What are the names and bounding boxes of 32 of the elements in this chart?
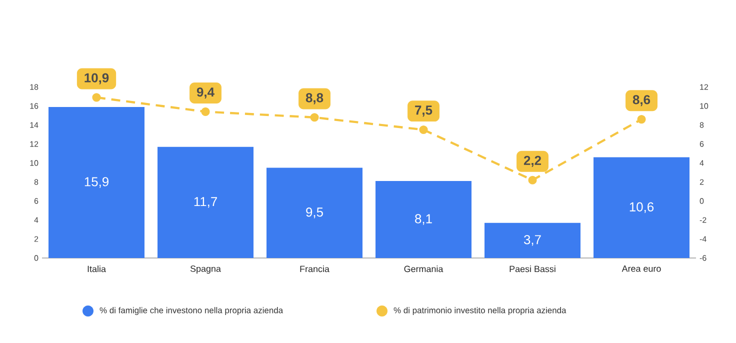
data-label: 8,8 bbox=[306, 93, 324, 104]
data-label: 15,9 bbox=[84, 177, 108, 188]
legend-label: % di patrimonio investito nella propria azienda bbox=[394, 307, 566, 315]
point bbox=[310, 113, 319, 122]
point bbox=[201, 107, 210, 116]
bar bbox=[266, 168, 363, 258]
data-label: 2,2 bbox=[524, 156, 541, 167]
data-label: 10,6 bbox=[630, 202, 654, 213]
data-label: 10,9 bbox=[84, 73, 109, 84]
data-label: 9,5 bbox=[306, 208, 323, 218]
x-tick-label: Area euro bbox=[622, 266, 661, 272]
x-tick-label: Francia bbox=[300, 266, 330, 272]
bar bbox=[484, 222, 581, 258]
bar bbox=[158, 146, 254, 258]
point bbox=[92, 93, 101, 102]
data-label: 8,6 bbox=[632, 95, 650, 106]
point bbox=[419, 125, 428, 134]
data-label: 11,7 bbox=[194, 197, 217, 208]
x-tick-label: Paesi Bassi bbox=[510, 266, 556, 272]
x-tick-label: Spagna bbox=[190, 266, 221, 274]
bar bbox=[376, 181, 472, 258]
data-label: 7,5 bbox=[415, 106, 432, 117]
point bbox=[528, 176, 537, 184]
bar bbox=[594, 157, 690, 258]
data-label: 8,1 bbox=[415, 214, 432, 225]
data-label: 3,7 bbox=[524, 235, 541, 246]
x-tick-label: Italia bbox=[88, 266, 106, 272]
point bbox=[637, 115, 646, 124]
bar bbox=[48, 106, 144, 258]
legend-label: % di famiglie che investono nella propria azienda bbox=[100, 307, 284, 315]
x-tick-label: Germania bbox=[404, 266, 444, 272]
data-label: 9,4 bbox=[196, 87, 214, 99]
